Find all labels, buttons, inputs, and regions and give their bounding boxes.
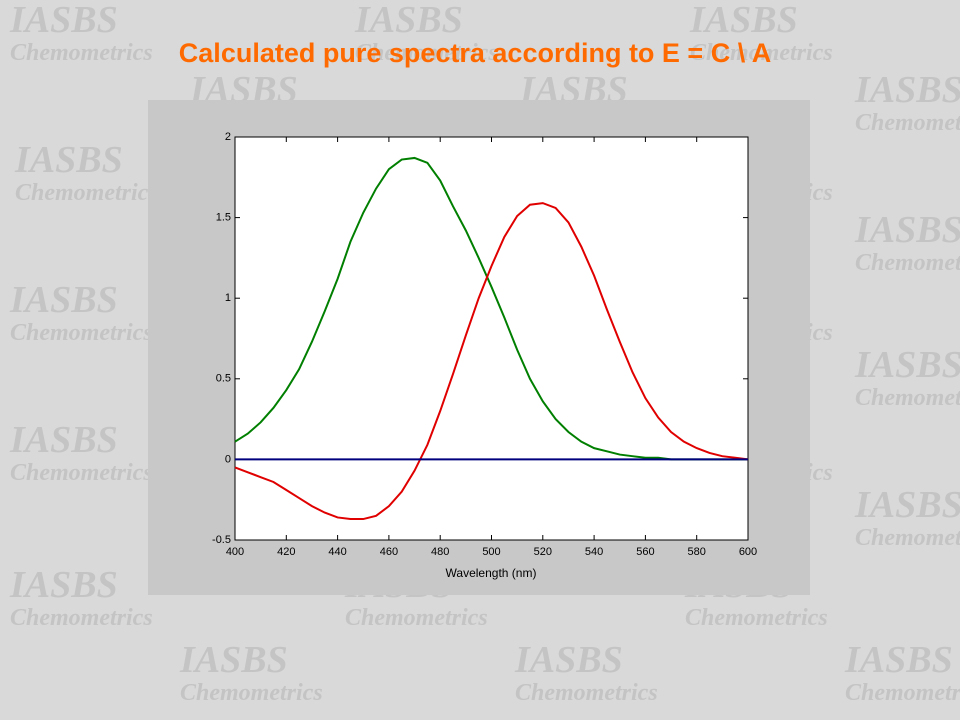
y-tick-label: -0.5 xyxy=(212,534,231,546)
watermark-logo: IASBS xyxy=(854,484,960,526)
watermark-text: Chemometrics xyxy=(685,605,828,631)
watermark-logo: IASBS xyxy=(354,0,463,41)
x-tick-label: 400 xyxy=(226,546,244,558)
watermark-logo: IASBS xyxy=(689,0,798,41)
watermark-text: Chemometrics xyxy=(855,110,960,136)
x-tick-label: 420 xyxy=(277,546,295,558)
watermark-logo: IASBS xyxy=(9,419,118,461)
watermark-text: Chemometrics xyxy=(10,40,153,66)
watermark-text: Chemometrics xyxy=(855,250,960,276)
watermark-text: Chemometrics xyxy=(10,320,153,346)
y-tick-label: 0.5 xyxy=(216,373,231,385)
watermark-text: Chemometrics xyxy=(355,40,498,66)
x-tick-label: 480 xyxy=(431,546,449,558)
x-tick-label: 540 xyxy=(585,546,603,558)
watermark-text: Chemometrics xyxy=(180,680,323,706)
watermark-logo: IASBS xyxy=(9,279,118,321)
spectrum-line xyxy=(234,202,749,521)
watermark-logo: IASBS xyxy=(854,344,960,386)
plot-area xyxy=(234,136,749,541)
watermark-logo: IASBS xyxy=(854,209,960,251)
x-tick-label: 500 xyxy=(482,546,500,558)
x-tick-label: 560 xyxy=(636,546,654,558)
watermark-logo: IASBS xyxy=(854,69,960,111)
watermark-text: Chemometrics xyxy=(845,680,960,706)
watermark-text: Chemometrics xyxy=(690,40,833,66)
y-tick-label: 0 xyxy=(225,453,231,465)
watermark-text: Chemometrics xyxy=(10,605,153,631)
plot: -0.5 0 0.5 1 1.5 2 400 420 440 460 480 500 520 540 560… xyxy=(212,131,757,558)
x-tick-label: 520 xyxy=(534,546,552,558)
watermark-text: Chemometrics xyxy=(345,605,488,631)
watermark-logo: IASBS xyxy=(514,639,623,681)
watermark-logo: IASBS xyxy=(9,0,118,41)
watermark-text: Chemometrics xyxy=(15,180,158,206)
watermark-text: Chemometrics xyxy=(855,525,960,551)
watermark-logo: IASBS xyxy=(9,564,118,606)
watermark-text: Chemometrics xyxy=(855,385,960,411)
watermark-text: Chemometrics xyxy=(515,680,658,706)
x-tick-label: 440 xyxy=(328,546,346,558)
watermark-logo: IASBS xyxy=(844,639,953,681)
y-tick-label: 1 xyxy=(225,292,231,304)
x-tick-label: 600 xyxy=(739,546,757,558)
spectrum-line xyxy=(234,156,748,461)
x-tick-label: 580 xyxy=(688,546,706,558)
watermark-logo: IASBS xyxy=(179,639,288,681)
slide-title: Calculated pure spectra according to E =… xyxy=(179,38,771,68)
x-axis-label: Wavelength (nm) xyxy=(446,566,537,580)
y-tick-label: 1.5 xyxy=(216,212,231,224)
x-tick-label: 460 xyxy=(380,546,398,558)
watermark-logo: IASBS xyxy=(14,139,123,181)
watermark-text: Chemometrics xyxy=(10,460,153,486)
y-tick-label: 2 xyxy=(225,131,231,143)
